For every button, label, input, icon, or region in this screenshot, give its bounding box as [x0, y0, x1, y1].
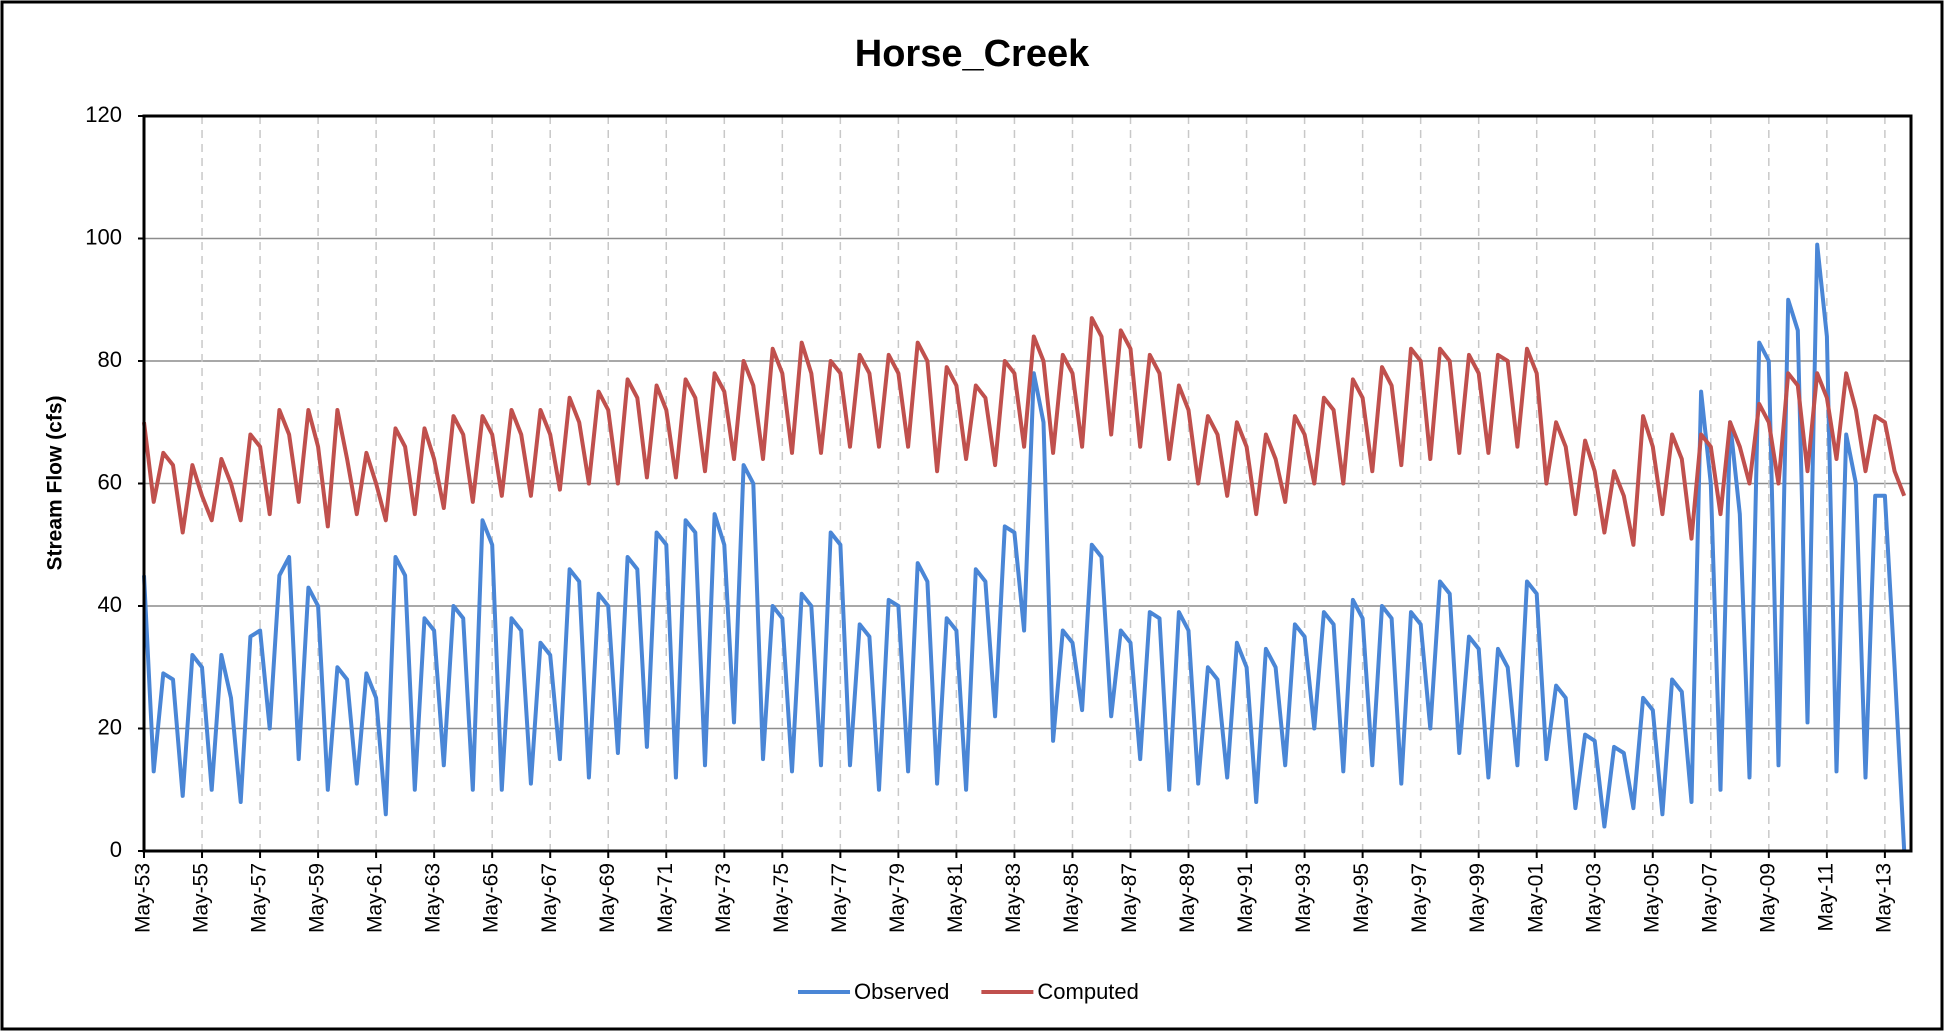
x-tick-label: May-73 — [712, 863, 735, 933]
x-tick-label: May-67 — [538, 863, 561, 933]
x-tick-label: May-07 — [1698, 863, 1721, 933]
x-tick-label: May-63 — [422, 863, 445, 933]
x-tick-label: May-97 — [1408, 863, 1431, 933]
legend-label: Observed — [854, 979, 949, 1004]
x-tick-label: May-99 — [1466, 863, 1489, 933]
x-tick-label: May-69 — [596, 863, 619, 933]
x-tick-label: May-79 — [886, 863, 909, 933]
x-tick-label: May-05 — [1640, 863, 1663, 933]
x-tick-label: May-57 — [248, 863, 271, 933]
x-tick-label: May-59 — [306, 863, 329, 933]
x-tick-label: May-71 — [654, 863, 677, 933]
x-tick-label: May-83 — [1002, 863, 1025, 933]
series-line — [142, 316, 1907, 547]
y-tick-label: 80 — [98, 347, 122, 372]
y-tick-label: 60 — [98, 469, 122, 494]
legend-label: Computed — [1037, 979, 1139, 1004]
y-tick-label: 100 — [85, 224, 122, 249]
x-tick-label: May-09 — [1756, 863, 1779, 933]
y-tick-label: 120 — [85, 102, 122, 127]
y-axis-label: Stream Flow (cfs) — [44, 395, 67, 570]
x-tick-label: May-01 — [1524, 863, 1547, 933]
x-tick-label: May-93 — [1292, 863, 1315, 933]
y-tick-label: 40 — [98, 592, 122, 617]
x-tick-label: May-75 — [770, 863, 793, 933]
x-tick-label: May-53 — [132, 863, 155, 933]
x-tick-label: May-85 — [1060, 863, 1083, 933]
x-tick-label: May-91 — [1234, 863, 1257, 933]
series-line — [142, 242, 1907, 852]
x-tick-label: May-03 — [1582, 863, 1605, 933]
x-tick-label: May-95 — [1350, 863, 1373, 933]
x-tick-label: May-61 — [364, 863, 387, 933]
chart-title: Horse_Creek — [855, 33, 1090, 75]
x-tick-label: May-65 — [480, 863, 503, 933]
x-tick-label: May-81 — [944, 863, 967, 933]
x-tick-label: May-11 — [1814, 863, 1837, 931]
x-tick-label: May-89 — [1176, 863, 1199, 933]
x-tick-label: May-13 — [1872, 863, 1895, 933]
y-tick-label: 0 — [110, 837, 122, 862]
y-tick-label: 20 — [98, 714, 122, 739]
plot-frame — [142, 114, 1913, 853]
x-tick-label: May-77 — [828, 863, 851, 933]
x-tick-label: May-87 — [1118, 863, 1141, 933]
x-tick-label: May-55 — [190, 863, 213, 933]
